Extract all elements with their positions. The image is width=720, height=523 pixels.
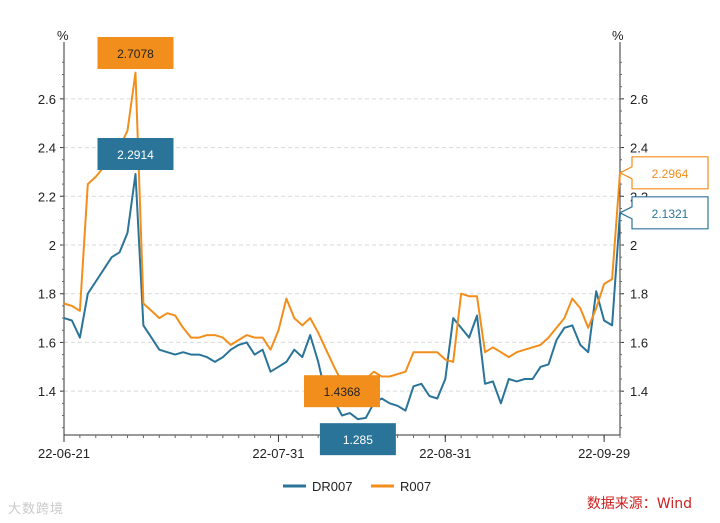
series-line-r007 [63,71,621,384]
data-label-r007: 2.2964 [618,156,709,190]
label-text: 2.1321 [652,207,689,221]
x-tick-label: 22-06-21 [38,446,90,461]
label-text: 1.285 [343,433,373,447]
data-labels: 2.2914 1.285 2.1321 2.7078 1.4368 2.2964 [97,37,709,456]
x-tick-label: 22-07-31 [252,446,304,461]
label-box [97,138,174,170]
data-label-dr007: 2.2914 [97,138,174,170]
data-label-r007: 1.4368 [304,375,380,408]
x-tick-label: 22-08-31 [419,446,471,461]
label-box [618,156,709,190]
y-tick-label: 2 [630,238,637,253]
data-label-dr007: 2.1321 [618,196,709,230]
y-tick-label: 1.8 [38,287,56,302]
y-unit-left: % [57,28,69,43]
watermark: 大数跨境 [8,502,65,517]
label-box [304,375,380,408]
label-text: 2.2964 [652,167,689,181]
data-label-r007: 2.7078 [97,37,174,69]
series-line-dr007 [63,173,621,421]
x-tick-label: 22-09-29 [578,446,630,461]
y-unit-right: % [612,28,624,43]
y-tick-label: 2.2 [38,189,56,204]
y-tick-label: 2.4 [38,141,56,156]
legend-label-r007: R007 [400,479,431,494]
data-label-dr007: 1.285 [319,423,396,456]
y-tick-label: 2.4 [630,141,648,156]
label-box [319,423,396,456]
y-axis-right-ticks: 1.41.61.822.22.42.6 [620,61,648,429]
series-lines [63,71,621,421]
y-tick-label: 1.6 [38,335,56,350]
label-box [618,196,709,230]
y-tick-label: 1.8 [630,287,648,302]
y-tick-label: 1.4 [38,384,56,399]
legend-label-dr007: DR007 [312,479,352,494]
y-axis-left-ticks: 1.4 1.6 1.8 2 2.2 2.4 2.6 [38,61,64,429]
x-axis-ticks: 22-06-21 22-07-31 22-08-31 22-09-29 [38,435,630,461]
grid-lines [64,98,620,392]
y-tick-label: 2 [49,238,56,253]
y-tick-label: 2.6 [630,92,648,107]
y-tick-label: 1.6 [630,335,648,350]
y-tick-label: 2.6 [38,92,56,107]
label-text: 2.2914 [117,148,154,162]
y-tick-label: 1.4 [630,384,648,399]
label-text: 1.4368 [324,385,361,399]
legend: DR007 R007 [283,479,431,494]
label-box [97,37,174,69]
label-text: 2.7078 [117,47,154,61]
source-note: 数据来源：Wind [586,496,692,512]
